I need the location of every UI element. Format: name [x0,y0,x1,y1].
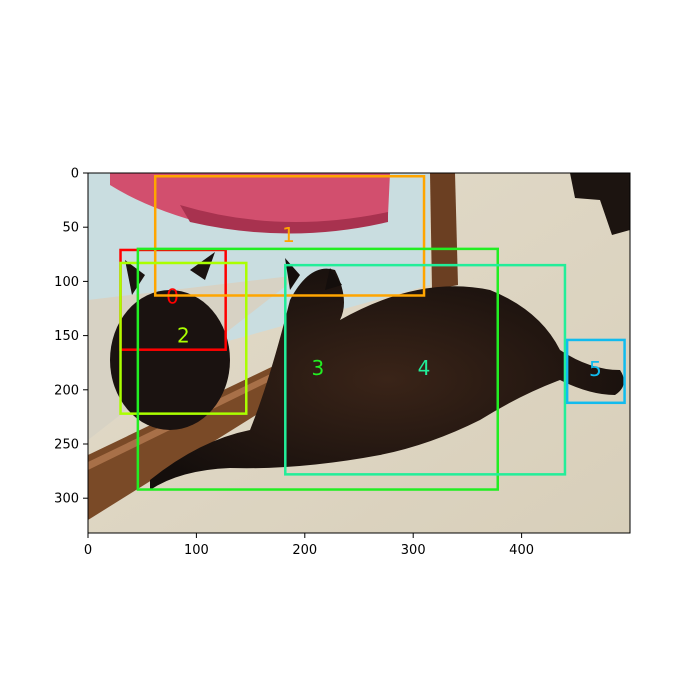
detection-box-4 [284,263,567,476]
x-tick-label: 200 [292,543,317,558]
y-tick-label: 250 [54,438,79,453]
y-tick-label: 50 [62,221,79,236]
cat-body [150,268,624,490]
x-axis-ticks: 0 100 200 300 400 [84,533,534,558]
x-tick-label: 400 [509,543,534,558]
detection-label-1: 1 [282,223,295,247]
photo [88,173,630,533]
chair-leg [570,173,630,235]
detection-label-3: 3 [311,356,324,380]
cat-ear-right [325,268,342,290]
y-axis-ticks: 0 50 100 150 200 250 300 [54,167,88,507]
x-tick-label: 300 [401,543,426,558]
y-tick-label: 0 [71,167,79,182]
wood-frame-post [430,173,458,290]
reflected-cat-ear-left [125,260,145,295]
x-tick-label: 100 [184,543,209,558]
detection-label-5: 5 [589,357,602,381]
y-tick-label: 200 [54,383,79,398]
reflected-cat-body [110,290,230,430]
detection-box-1 [153,175,426,297]
y-tick-label: 100 [54,275,79,290]
x-tick-label: 0 [84,543,92,558]
detection-box-2 [119,261,248,415]
pink-towel [110,173,390,229]
reflected-cat-ear-right [190,252,215,280]
detection-box-3 [136,247,500,491]
towel-shadow [180,205,388,234]
detection-box-5 [565,338,626,405]
detection-label-2: 2 [177,324,190,348]
detection-label-4: 4 [418,356,431,380]
y-tick-label: 150 [54,329,79,344]
y-tick-label: 300 [54,492,79,507]
axes-frame [87,172,631,534]
